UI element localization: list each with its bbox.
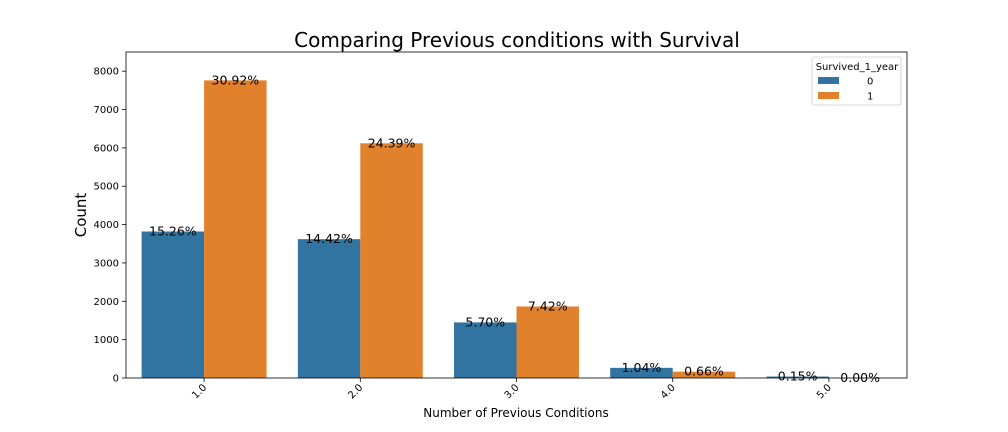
bar-value-label: 0.00% xyxy=(840,370,880,385)
y-tick-label: 2000 xyxy=(94,297,119,308)
legend-title: Survived_1_year xyxy=(816,62,899,73)
y-tick-label: 3000 xyxy=(94,258,119,269)
x-tick-label: 1.0 xyxy=(190,382,209,401)
x-tick-label: 4.0 xyxy=(659,382,678,401)
x-axis-title: Number of Previous Conditions xyxy=(423,406,608,420)
legend-swatch xyxy=(818,92,839,99)
plot-frame xyxy=(125,51,908,379)
legend-entries: 01 xyxy=(818,77,873,103)
bar-value-label: 5.70% xyxy=(465,314,505,329)
bar-value-label: 14.42% xyxy=(305,231,353,246)
x-tick-label: 5.0 xyxy=(815,382,834,401)
y-tick-label: 8000 xyxy=(94,67,119,78)
bar-value-label: 0.66% xyxy=(684,364,724,379)
bar-series-1-3.0 xyxy=(516,306,579,378)
bar-series-0-1.0 xyxy=(141,231,205,378)
y-tick-label: 6000 xyxy=(94,143,119,154)
legend-swatch xyxy=(818,77,839,84)
bar-value-label: 1.04% xyxy=(622,360,662,375)
bar-series-0-4.0 xyxy=(610,367,673,378)
x-tick-label: 3.0 xyxy=(503,382,522,401)
legend: Survived_1_year 01 xyxy=(811,56,902,106)
bar-series-1-1.0 xyxy=(204,80,267,379)
bar-value-label: 15.26% xyxy=(149,223,197,238)
labels-layer: 15.26% 14.42% 5.70% 1.04% 0.15% 30.92% 24.39% 7… xyxy=(149,72,880,385)
bars-layer xyxy=(141,80,829,379)
bar-series-0-3.0 xyxy=(454,322,517,378)
bar-series-1-4.0 xyxy=(672,371,736,378)
x-tick-label: 2.0 xyxy=(346,382,365,401)
legend-label: 1 xyxy=(867,92,873,103)
bar-value-label: 7.42% xyxy=(528,298,568,313)
y-tick-label: 7000 xyxy=(94,105,119,116)
bar-series-0-5.0 xyxy=(766,376,829,378)
bar-series-1-2.0 xyxy=(360,143,423,378)
y-tick-label: 0 xyxy=(113,374,119,385)
y-tick-label: 1000 xyxy=(94,335,119,346)
y-tick-label: 4000 xyxy=(94,220,119,231)
bar-series-0-2.0 xyxy=(297,239,361,378)
bar-value-label: 30.92% xyxy=(212,72,260,87)
bar-value-label: 24.39% xyxy=(368,135,416,150)
bar-value-label: 0.15% xyxy=(778,369,818,384)
y-tick-label: 5000 xyxy=(94,182,119,193)
y-axis-title: Count xyxy=(72,193,90,238)
legend-label: 0 xyxy=(867,77,873,88)
chart-title: Comparing Previous conditions with Survi… xyxy=(294,28,740,52)
